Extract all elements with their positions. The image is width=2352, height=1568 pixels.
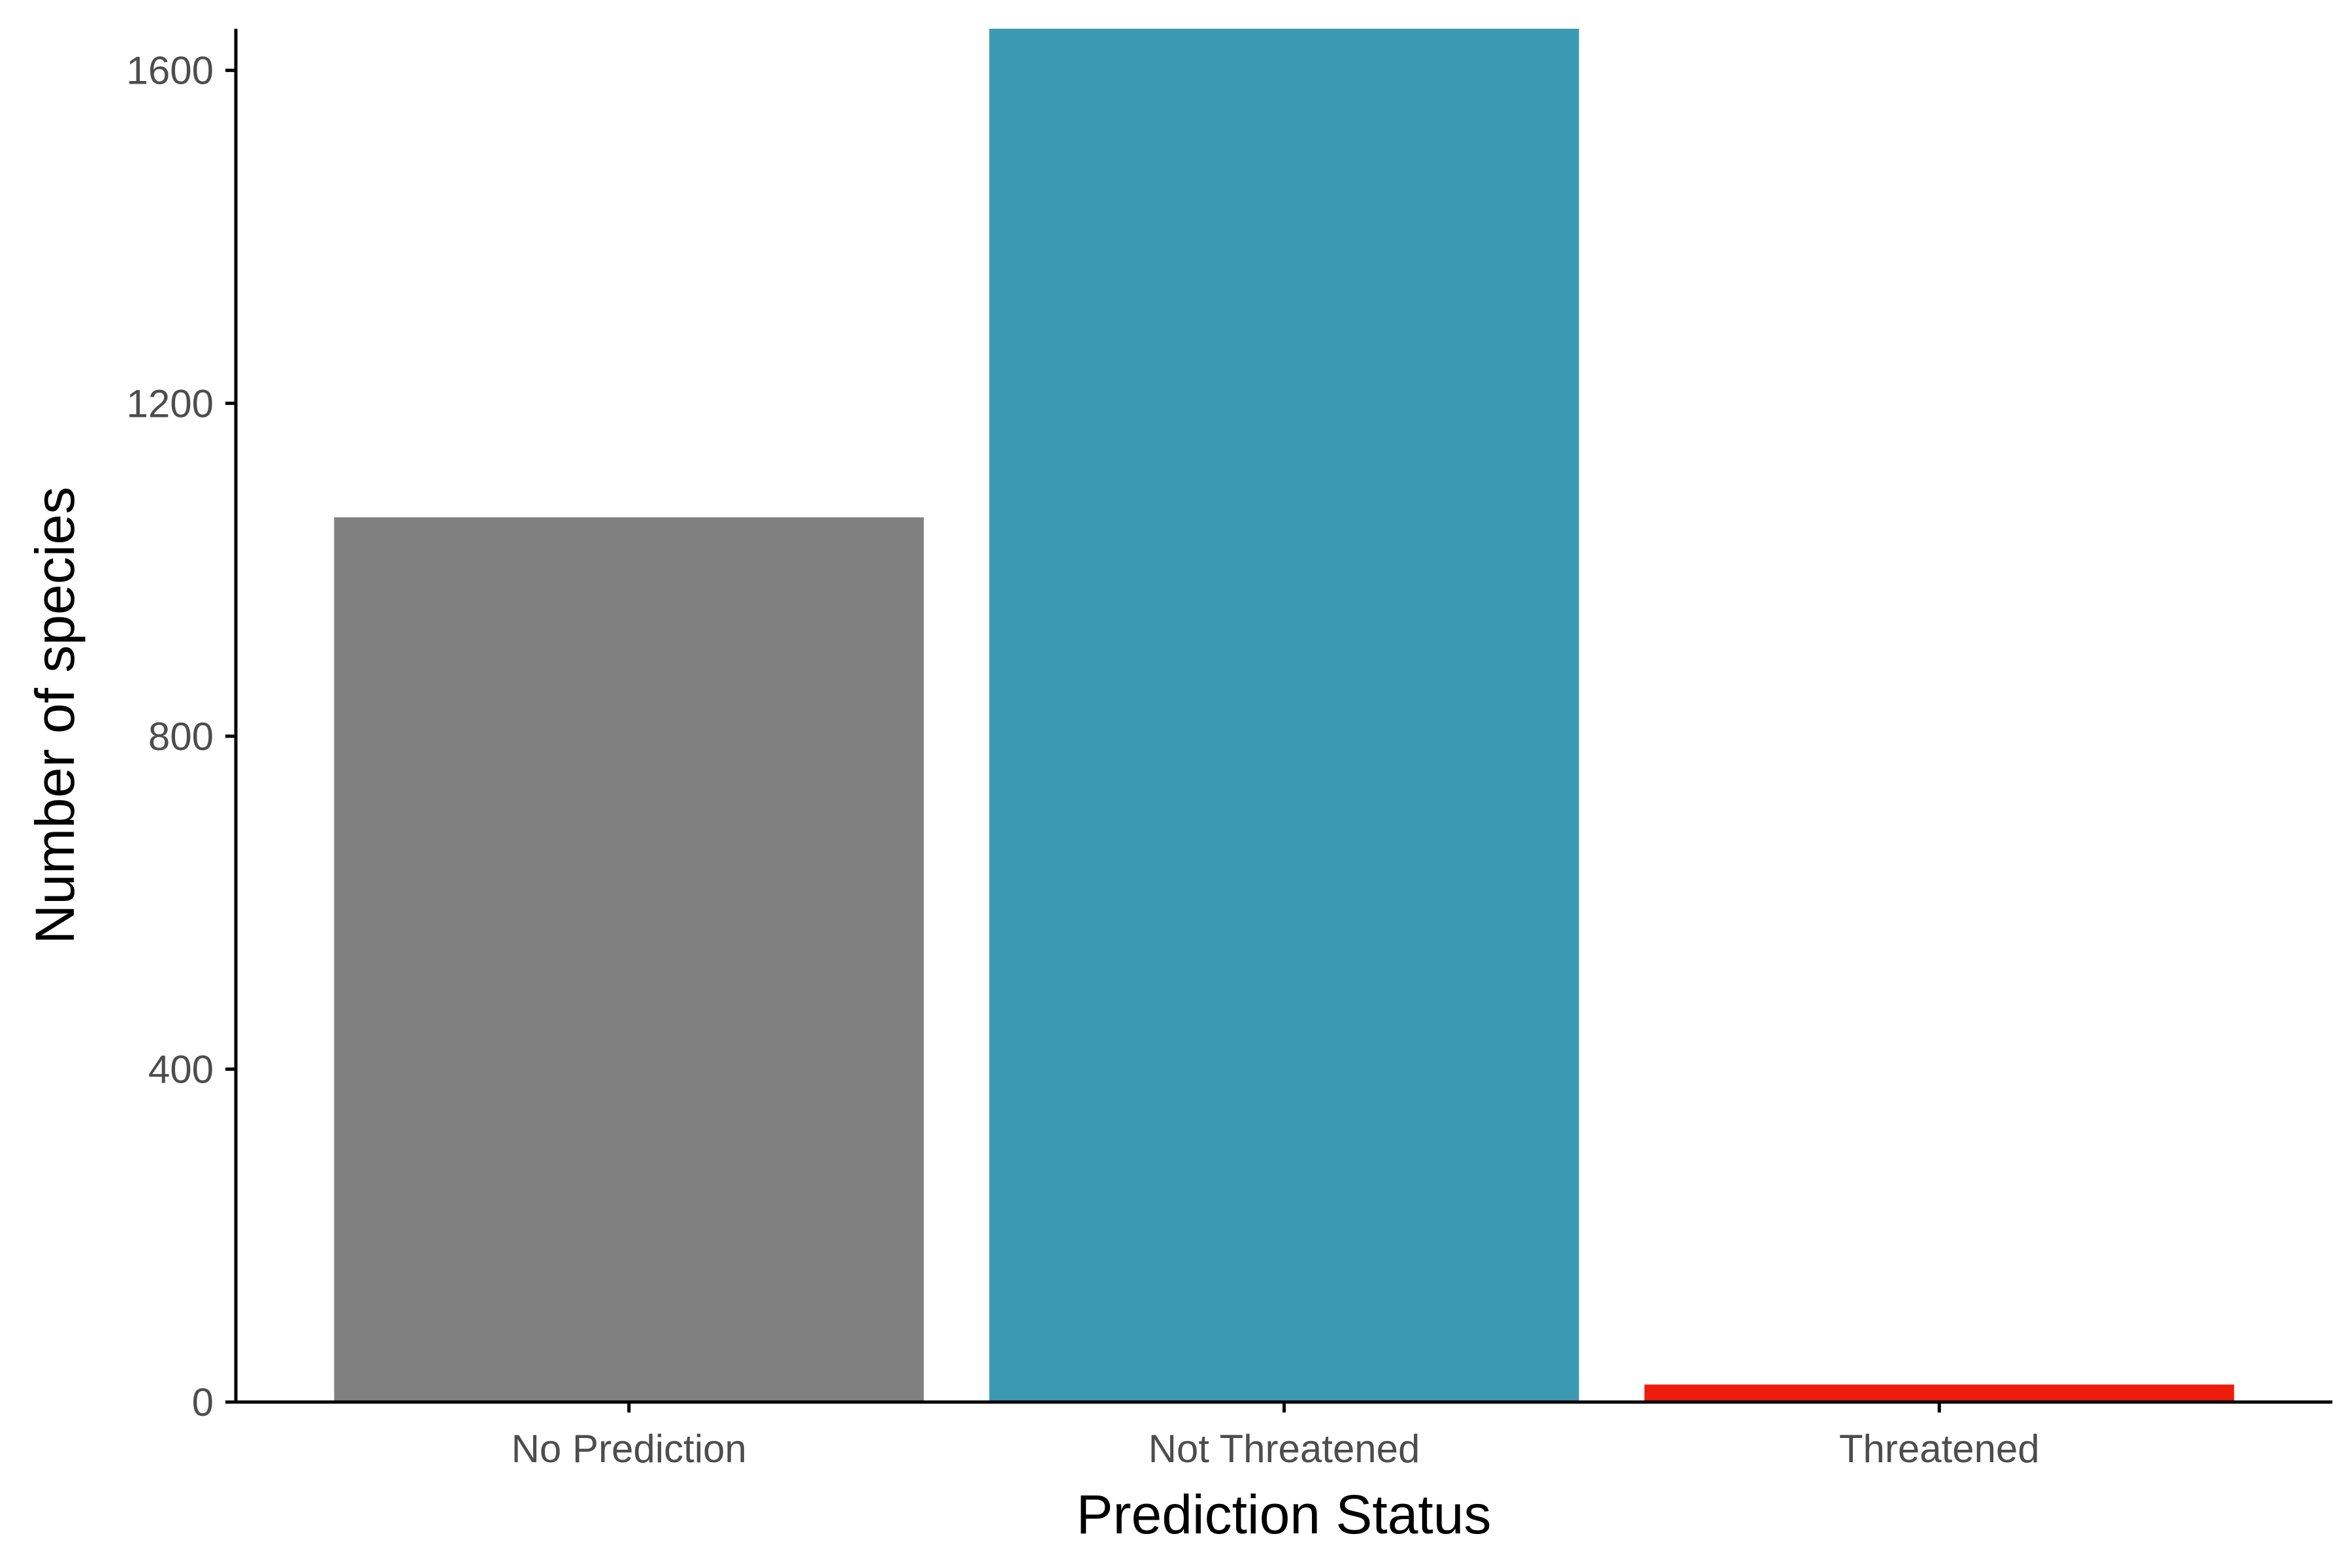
y-tick-label: 1600 xyxy=(127,49,214,93)
bar-not-threatened xyxy=(989,29,1579,1402)
x-tick-label: Not Threatened xyxy=(1149,1427,1420,1471)
x-axis-title: Prediction Status xyxy=(1076,1484,1491,1545)
bars xyxy=(334,29,2234,1402)
x-tick-label: No Prediction xyxy=(512,1427,747,1471)
y-axis: 0 400 800 1200 1600 xyxy=(127,29,238,1424)
y-tick-label: 0 xyxy=(192,1380,214,1424)
bar-no-prediction xyxy=(334,517,924,1402)
y-tick-label: 1200 xyxy=(127,382,214,425)
y-tick-label: 800 xyxy=(148,715,214,759)
y-tick-label: 400 xyxy=(148,1047,214,1091)
y-axis-title: Number of species xyxy=(24,487,86,944)
bar-threatened xyxy=(1644,1384,2234,1402)
x-axis: No Prediction Not Threatened Threatened xyxy=(236,1400,2332,1471)
x-tick-label: Threatened xyxy=(1839,1427,2040,1471)
